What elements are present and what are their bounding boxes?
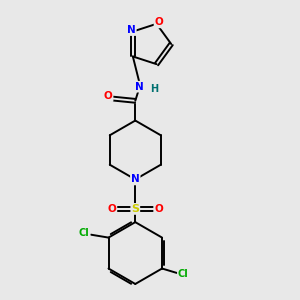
Text: O: O [104, 91, 112, 101]
Text: O: O [154, 204, 163, 214]
Text: O: O [154, 17, 163, 27]
Text: Cl: Cl [178, 269, 189, 279]
Text: N: N [135, 82, 144, 92]
Text: Cl: Cl [79, 229, 90, 238]
Text: H: H [150, 84, 158, 94]
Text: O: O [108, 204, 116, 214]
Text: N: N [131, 174, 140, 184]
Text: S: S [131, 204, 139, 214]
Text: N: N [127, 25, 136, 35]
